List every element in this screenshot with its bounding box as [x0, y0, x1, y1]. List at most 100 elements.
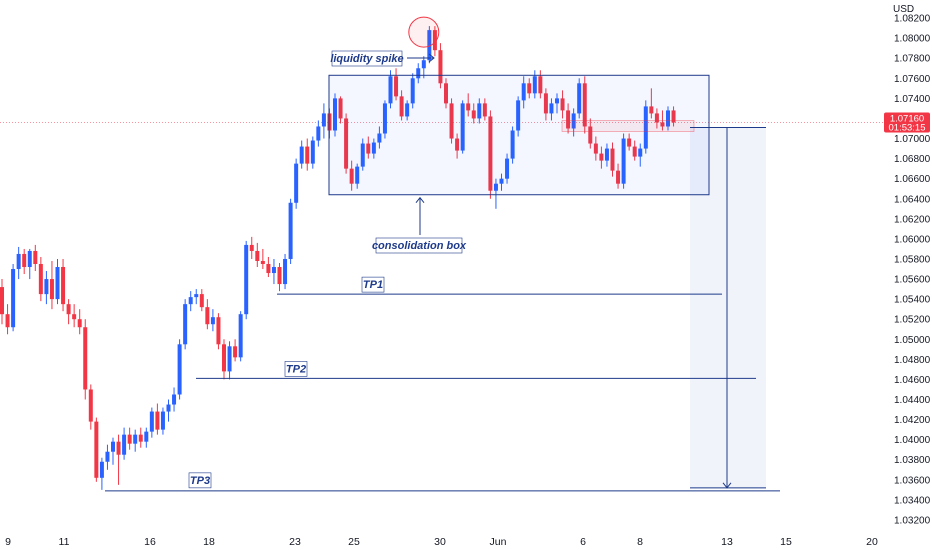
- candle-body: [366, 143, 371, 154]
- candle-body: [610, 148, 615, 171]
- candle-body: [122, 434, 127, 455]
- candle-body: [449, 103, 454, 139]
- candle-body: [538, 76, 543, 94]
- candle-body: [466, 103, 471, 111]
- candle-body: [371, 142, 376, 154]
- candle-body: [5, 314, 10, 328]
- current-price-countdown: 01:53:15: [889, 122, 926, 133]
- x-tick-label: Jun: [490, 536, 507, 548]
- y-tick-label: 1.05200: [894, 315, 931, 326]
- tp3-label: TP3: [190, 475, 210, 487]
- box-arrow-head: [415, 196, 425, 204]
- y-tick-label: 1.07600: [894, 74, 931, 85]
- x-tick-label: 9: [5, 536, 11, 548]
- y-tick-label: 1.06800: [894, 154, 931, 165]
- candle-body: [604, 148, 609, 161]
- candle-body: [377, 133, 382, 143]
- y-tick-label: 1.04000: [894, 435, 931, 446]
- spike-arrow-head: [428, 53, 435, 63]
- x-tick-label: 15: [780, 536, 792, 548]
- y-tick-label: 1.05800: [894, 254, 931, 265]
- candle-body: [666, 110, 670, 127]
- candle-body: [427, 30, 432, 61]
- x-tick-label: 20: [866, 536, 878, 548]
- candle-body: [394, 76, 399, 97]
- candle-body: [77, 319, 82, 328]
- price-axis: USD 1.08200 1.08000 1.07800 1.07600 1.07400 1…: [893, 4, 931, 526]
- y-tick-label: 1.04200: [894, 415, 931, 426]
- candle-body: [199, 294, 204, 308]
- candle-body: [49, 279, 54, 300]
- y-tick-label: 1.05400: [894, 295, 931, 306]
- y-tick-label: 1.06400: [894, 194, 931, 205]
- candle-body: [116, 441, 121, 455]
- candle-body: [210, 317, 215, 325]
- candle-body: [349, 168, 354, 184]
- candle-body: [532, 76, 537, 94]
- time-axis: 9 11 16 18 23 25 30 Jun 6 8 13 15 20: [5, 536, 878, 548]
- candle-body: [621, 138, 626, 184]
- drawings: TP1 TP2 TP3 liquidity spike consolidation bo…: [105, 16, 780, 492]
- candle-body: [649, 106, 654, 114]
- liquidity-spike-label: liquidity spike: [330, 53, 403, 65]
- candle-body: [360, 143, 365, 167]
- tp1-label-frame: [361, 276, 385, 293]
- candle-body: [488, 116, 493, 191]
- candle-body: [283, 258, 288, 285]
- candle-body: [160, 411, 165, 430]
- candle-body: [660, 122, 665, 127]
- x-tick-label: 30: [434, 536, 446, 548]
- candle-body: [399, 96, 404, 117]
- x-tick-label: 8: [637, 536, 643, 548]
- candle-body: [205, 307, 210, 325]
- x-tick-label: 23: [289, 536, 301, 548]
- liquidity-spike-circle: [408, 16, 440, 48]
- candle-body: [460, 103, 465, 151]
- consolidation-box-label-frame: [375, 237, 463, 254]
- x-tick-label: 18: [203, 536, 215, 548]
- y-tick-label: 1.05000: [894, 335, 931, 346]
- candle-body: [560, 98, 565, 111]
- candle-body: [555, 98, 559, 104]
- candle-body: [155, 411, 160, 430]
- candle-body: [266, 264, 271, 274]
- candle-body: [83, 327, 88, 390]
- candle-body: [388, 76, 393, 104]
- target-projection: [690, 127, 766, 488]
- candle-body: [16, 253, 21, 270]
- candle-body: [421, 60, 426, 69]
- price-grid: [0, 122, 884, 123]
- candle-body: [144, 431, 149, 442]
- y-tick-label: 1.03600: [894, 475, 931, 486]
- y-tick-label: 1.04400: [894, 395, 931, 406]
- candle-body: [94, 421, 99, 478]
- candle-body: [249, 244, 254, 251]
- entry-zone: [561, 120, 695, 132]
- candle-body: [11, 269, 16, 328]
- candle-body: [482, 103, 487, 117]
- candle-body: [271, 267, 276, 274]
- candle-body: [0, 287, 4, 315]
- candle-body: [410, 78, 415, 104]
- y-tick-label: 1.04600: [894, 375, 931, 386]
- y-tick-label: 1.08200: [894, 14, 931, 25]
- candle-body: [88, 389, 93, 422]
- y-tick-label: 1.03800: [894, 455, 931, 466]
- y-tick-label: 1.07800: [894, 54, 931, 65]
- candle-body: [194, 294, 199, 298]
- y-tick-label: 1.06000: [894, 234, 931, 245]
- candle-body: [355, 166, 360, 184]
- candle-body: [44, 279, 49, 295]
- candle-body: [244, 244, 249, 315]
- candle-body: [438, 50, 443, 84]
- liquidity-spike-label-frame: [331, 50, 403, 67]
- candle-body: [127, 434, 132, 444]
- candle-body: [627, 138, 632, 147]
- candle-body: [233, 346, 238, 358]
- candle-body: [66, 304, 71, 315]
- candle-body: [499, 178, 504, 184]
- y-tick-label: 1.03200: [894, 515, 931, 526]
- candle-body: [149, 411, 154, 432]
- y-tick-label: 1.08000: [894, 34, 931, 45]
